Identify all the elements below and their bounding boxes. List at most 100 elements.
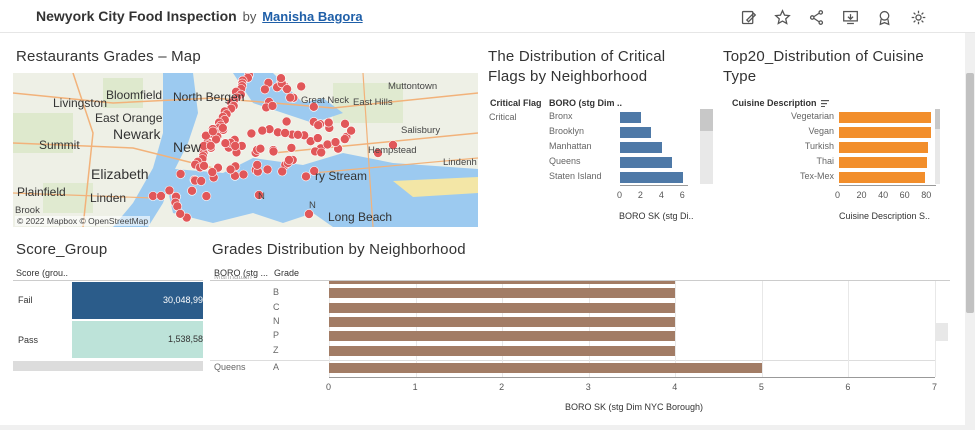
cuisine-tick-label: 60 <box>899 190 910 200</box>
restaurant-marker[interactable] <box>267 101 278 111</box>
toolbar <box>738 7 928 27</box>
grades-group-divider <box>210 360 935 361</box>
grades-x-title: BORO SK (stg Dim NYC Borough) <box>565 402 704 412</box>
restaurant-marker[interactable] <box>284 155 294 165</box>
map-credit[interactable]: © 2022 Mapbox © OpenStreetMap <box>15 216 151 226</box>
grades-tick-label: 5 <box>758 382 764 392</box>
restaurant-marker[interactable] <box>262 164 273 175</box>
settings-icon[interactable] <box>908 7 928 27</box>
map-label: New <box>173 139 202 155</box>
restaurant-marker[interactable] <box>268 146 279 157</box>
restaurant-marker[interactable] <box>280 128 290 138</box>
badge-icon[interactable] <box>874 7 894 27</box>
flags-scrollbar-thumb[interactable] <box>700 109 713 131</box>
app-title: Newyork City Food Inspection by Manisha … <box>36 8 363 24</box>
grades-gridline <box>329 281 330 377</box>
restaurant-marker[interactable] <box>207 167 218 177</box>
restaurant-marker[interactable] <box>309 166 320 176</box>
sort-icon[interactable] <box>821 99 830 109</box>
restaurant-marker[interactable] <box>254 190 264 200</box>
score-h-scrollbar[interactable] <box>13 361 203 371</box>
restaurant-marker[interactable] <box>175 209 185 219</box>
restaurant-marker[interactable] <box>322 139 333 150</box>
grades-gridline <box>415 281 417 377</box>
restaurant-marker[interactable] <box>187 186 197 196</box>
restaurant-marker[interactable] <box>276 73 286 83</box>
restaurant-marker[interactable] <box>246 128 257 139</box>
page-scrollbar[interactable] <box>965 33 975 430</box>
restaurant-marker[interactable] <box>285 92 296 103</box>
flags-bar <box>620 172 683 183</box>
grades-scrollbar[interactable] <box>936 323 948 341</box>
restaurant-marker[interactable] <box>340 118 350 129</box>
cuisine-scrollbar[interactable] <box>935 109 940 184</box>
restaurant-marker[interactable] <box>316 147 327 158</box>
restaurant-marker[interactable] <box>208 126 218 137</box>
flags-scrollbar[interactable] <box>700 109 713 184</box>
flags-tick-label: 2 <box>637 190 643 200</box>
restaurant-marker[interactable] <box>282 84 292 94</box>
restaurant-marker[interactable] <box>281 116 292 127</box>
cuisine-x-title: Cuisine Description S.. <box>839 211 931 221</box>
restaurant-marker[interactable] <box>257 125 268 136</box>
restaurant-marker[interactable] <box>304 209 314 219</box>
edit-icon[interactable] <box>738 7 758 27</box>
map-label: N <box>309 200 316 211</box>
restaurant-marker[interactable] <box>255 143 266 154</box>
grades-gridline <box>848 281 850 377</box>
restaurant-marker[interactable] <box>225 164 236 175</box>
page-scrollbar-thumb[interactable] <box>966 73 974 313</box>
restaurant-marker[interactable] <box>308 101 319 112</box>
restaurant-marker[interactable] <box>296 81 307 92</box>
restaurant-marker[interactable] <box>312 133 323 143</box>
score-row-cell[interactable]: 30,048,99 <box>72 282 203 319</box>
restaurant-marker[interactable] <box>323 117 334 128</box>
restaurant-marker[interactable] <box>199 161 209 171</box>
grades-bar <box>329 288 676 298</box>
cuisine-axis-line <box>839 185 936 186</box>
cuisine-col-label: Cuisine Description <box>732 98 817 108</box>
restaurant-marker[interactable] <box>293 129 303 140</box>
download-icon[interactable] <box>840 7 860 27</box>
restaurant-marker[interactable] <box>201 191 212 201</box>
restaurant-marker[interactable] <box>218 123 228 133</box>
grades-axis-line <box>329 377 935 378</box>
cuisine-title: Top20_Distribution of Cuisine Type <box>723 48 924 85</box>
restaurant-marker[interactable] <box>220 138 231 148</box>
cuisine-col-header[interactable]: Cuisine Description <box>732 98 830 109</box>
restaurant-marker[interactable] <box>230 141 240 151</box>
score-row-cell[interactable]: 1,538,58 <box>72 321 203 358</box>
author-link[interactable]: Manisha Bagora <box>262 9 363 24</box>
restaurant-marker[interactable] <box>156 191 166 201</box>
grades-bar <box>329 331 676 341</box>
restaurant-marker[interactable] <box>205 141 216 151</box>
restaurant-marker[interactable] <box>238 169 249 180</box>
restaurant-marker[interactable] <box>346 125 356 136</box>
restaurant-marker[interactable] <box>313 120 324 131</box>
map-label: Bloomfield <box>106 88 163 102</box>
restaurant-marker[interactable] <box>339 134 350 144</box>
restaurant-marker[interactable] <box>373 148 383 158</box>
restaurant-marker[interactable] <box>164 185 175 196</box>
map-markers[interactable] <box>148 73 398 223</box>
share-icon[interactable] <box>806 7 826 27</box>
flags-category-label: Brooklyn <box>549 126 585 136</box>
restaurant-marker[interactable] <box>148 191 158 201</box>
restaurant-marker[interactable] <box>260 84 270 95</box>
restaurant-marker[interactable] <box>252 160 262 170</box>
map-label: Great Neck <box>301 95 350 106</box>
map-label: Linden <box>90 191 127 205</box>
cuisine-scrollbar-thumb[interactable] <box>935 109 940 129</box>
cuisine-bar <box>839 127 931 138</box>
restaurant-marker[interactable] <box>201 130 211 141</box>
restaurant-marker[interactable] <box>330 137 341 147</box>
restaurant-marker[interactable] <box>388 140 398 150</box>
map-label: N <box>258 191 265 202</box>
restaurant-marker[interactable] <box>277 166 288 177</box>
restaurant-marker[interactable] <box>175 169 186 179</box>
favorite-icon[interactable] <box>772 7 792 27</box>
restaurant-marker[interactable] <box>286 143 297 153</box>
restaurant-map[interactable]: Livingston Bloomfield North Bergen Great… <box>13 73 478 227</box>
restaurant-marker[interactable] <box>301 171 311 182</box>
restaurant-marker[interactable] <box>196 176 206 186</box>
